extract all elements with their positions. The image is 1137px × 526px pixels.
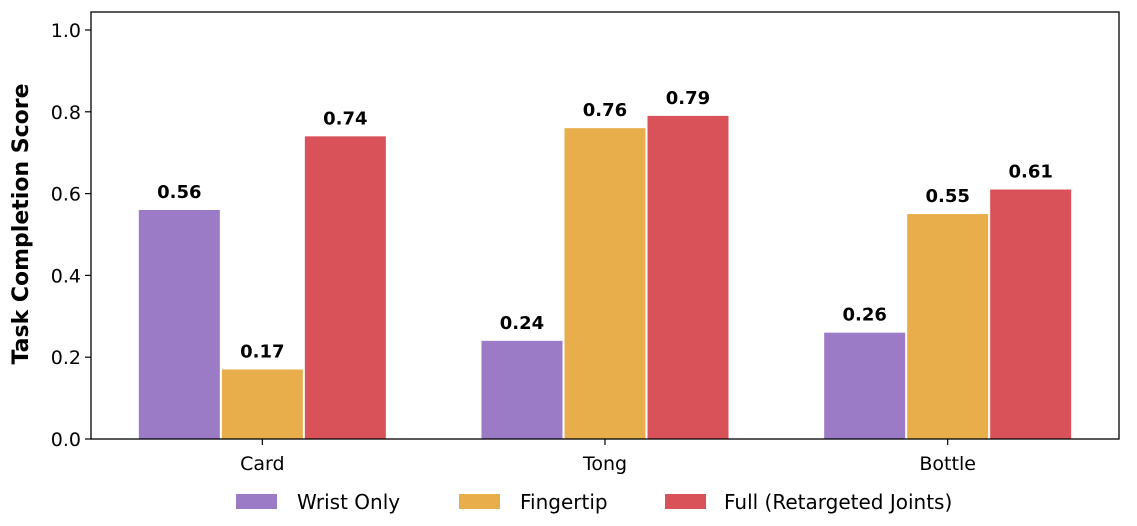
y-tick-label: 0.0 [51, 429, 81, 451]
bar-value-label: 0.26 [842, 305, 886, 326]
x-tick-label: Card [240, 453, 284, 475]
bar [138, 209, 220, 439]
bar [907, 214, 989, 439]
bar-value-label: 0.74 [323, 108, 367, 129]
legend: Wrist Only Fingertip Full (Retargeted Join… [236, 490, 952, 514]
x-tick-label: Bottle [919, 453, 976, 475]
y-tick-label: 0.8 [51, 102, 81, 124]
bar-value-label: 0.76 [583, 100, 627, 121]
bar-value-label: 0.24 [500, 313, 544, 334]
bar [564, 128, 646, 439]
x-tick-label: Tong [582, 453, 627, 475]
bar [481, 340, 563, 439]
bar [304, 136, 386, 439]
bar-value-label: 0.55 [925, 186, 969, 207]
legend-label: Full (Retargeted Joints) [724, 490, 952, 514]
y-tick-label: 1.0 [51, 20, 81, 42]
bar-value-labels: 0.56 0.17 0.74 0.24 0.76 0.79 0.26 0.55 0.61 [157, 88, 1053, 363]
bar [221, 369, 303, 439]
legend-label: Wrist Only [297, 490, 400, 514]
plot-frame [90, 11, 1120, 440]
bar [824, 332, 906, 439]
bars-group [138, 115, 1072, 439]
bar [990, 189, 1072, 439]
bar-value-label: 0.61 [1008, 162, 1052, 183]
bar [647, 115, 729, 439]
bar-value-label: 0.17 [240, 341, 284, 362]
y-tick-label: 0.2 [51, 347, 81, 369]
legend-swatch [236, 494, 277, 509]
y-axis-label: Task Completion Score [9, 83, 34, 364]
legend-label: Fingertip [520, 490, 608, 514]
x-axis-ticks: Card Tong Bottle [240, 439, 976, 475]
bar-value-label: 0.56 [157, 182, 201, 203]
y-tick-label: 0.4 [51, 265, 81, 287]
bar-value-label: 0.79 [666, 88, 710, 109]
y-axis-ticks: 0.0 0.2 0.4 0.6 0.8 1.0 [51, 20, 91, 451]
legend-swatch [665, 494, 706, 509]
legend-swatch [459, 494, 500, 509]
y-tick-label: 0.6 [51, 184, 81, 206]
